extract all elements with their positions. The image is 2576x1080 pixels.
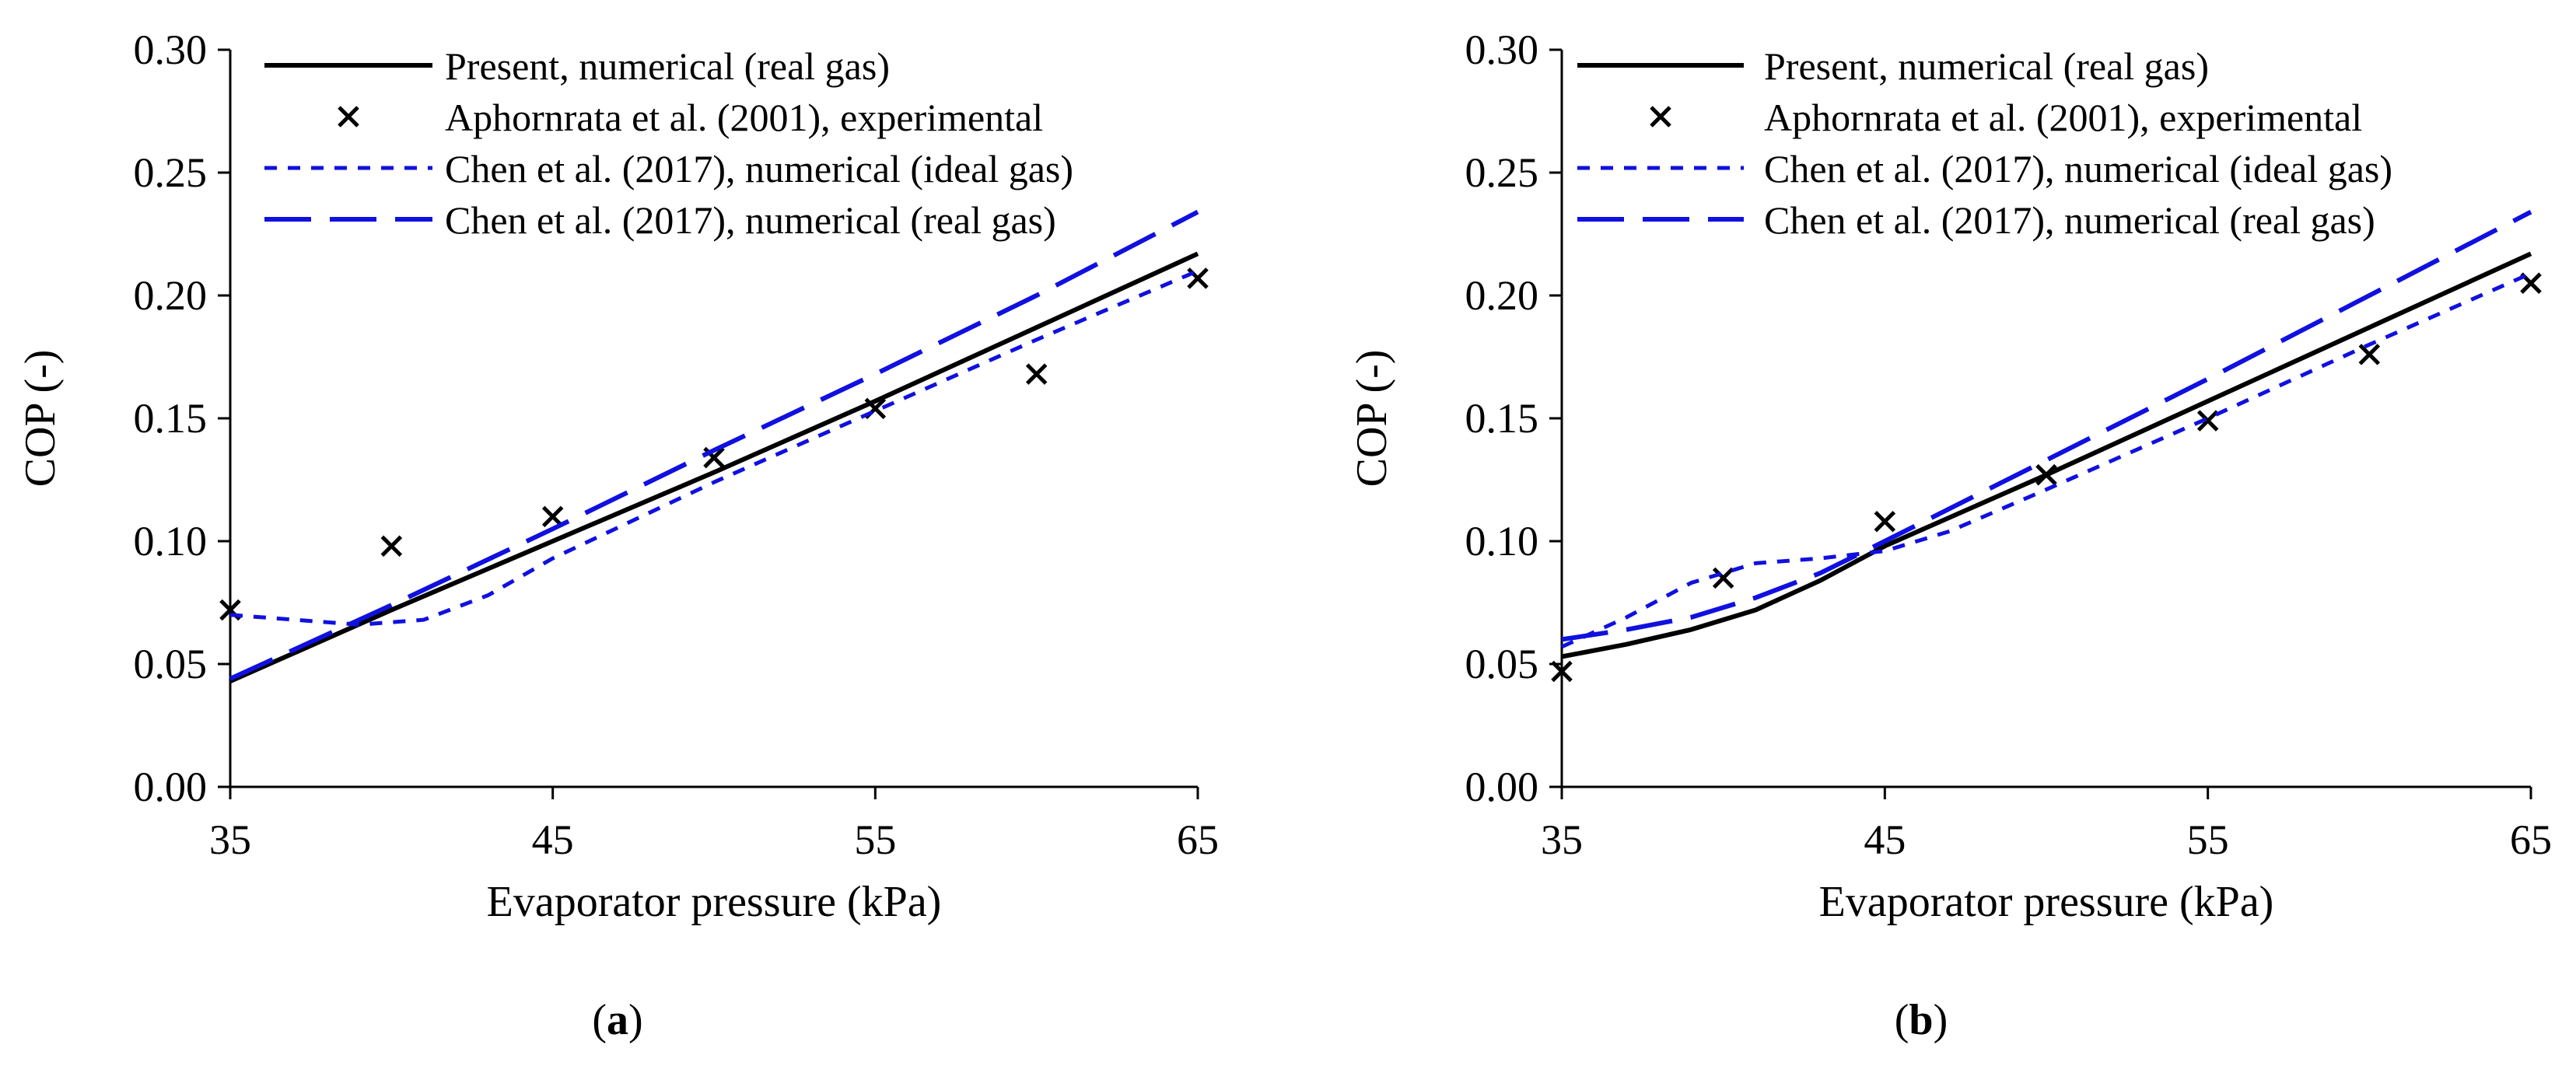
legend-label: Aphornrata et al. (2001), experimental [445, 96, 1043, 139]
data-point-marker [541, 505, 564, 528]
x-axis-label: Evaporator pressure (kPa) [487, 878, 942, 926]
chart-b: 0.00 0.05 0.10 0.15 0.20 0.25 0.30 35 45 55 65 Evap… [1348, 26, 2552, 926]
data-point-marker [2035, 463, 2057, 486]
x-tick-label: 35 [1541, 816, 1583, 863]
data-point-marker [2196, 410, 2219, 432]
data-point-marker [1712, 567, 1734, 589]
y-tick-label: 0.15 [1465, 395, 1539, 442]
x-tick-label: 45 [532, 816, 574, 863]
panel-label-b: b [1909, 996, 1934, 1044]
legend-label: Chen et al. (2017), numerical (real gas) [445, 198, 1056, 242]
y-tick-label: 0.05 [1465, 641, 1539, 687]
y-tick-label: 0.25 [1465, 149, 1539, 196]
panel-caption-a: (a) [592, 996, 643, 1044]
y-tick-label: 0.15 [134, 395, 208, 442]
legend-label: Present, numerical (real gas) [445, 44, 890, 88]
y-tick-label: 0.05 [134, 641, 208, 687]
chart-panel-a: 0.00 0.05 0.10 0.15 0.20 0.25 0.30 35 45 55 65 Evap… [16, 26, 1219, 1044]
y-tick-label: 0.10 [134, 518, 208, 564]
data-point-marker [1551, 660, 1573, 683]
y-tick-label: 0.10 [1465, 518, 1539, 564]
series-line-long-dash [1561, 209, 2532, 642]
x-tick-label: 55 [2187, 816, 2229, 863]
x-tick-label: 35 [209, 816, 251, 863]
data-point-marker [2358, 344, 2381, 365]
legend-label: Chen et al. (2017), numerical (ideal gas… [1764, 147, 2392, 190]
y-tick-label: 0.30 [1465, 26, 1539, 73]
legend-label: Aphornrata et al. (2001), experimental [1764, 96, 2362, 139]
chart-panel-b: 0.00 0.05 0.10 0.15 0.20 0.25 0.30 35 45 55 65 Evap… [1288, 0, 2576, 1080]
x-tick-label: 65 [1177, 816, 1219, 863]
data-point-marker [380, 535, 403, 557]
series-line-short-dash [229, 269, 1199, 627]
y-tick-label: 0.20 [134, 272, 208, 319]
legend-marker [338, 106, 359, 128]
x-axis-label: Evaporator pressure (kPa) [1819, 878, 2274, 926]
y-tick-label: 0.30 [134, 26, 208, 73]
series-line-short-dash [1560, 271, 2532, 649]
y-axis-label: COP (-) [16, 350, 65, 488]
y-tick-label: 0.00 [1465, 764, 1539, 810]
x-tick-label: 65 [2510, 816, 2552, 863]
series-line-long-dash [229, 209, 1199, 681]
legend-label: Present, numerical (real gas) [1764, 44, 2209, 88]
panel-caption-b: (b) [1894, 996, 1948, 1044]
data-point-marker [1025, 363, 1048, 385]
y-axis-label: COP (-) [1348, 350, 1396, 488]
series-line-solid [229, 251, 1199, 683]
x-tick-label: 45 [1864, 816, 1906, 863]
legend-marker [1650, 106, 1671, 128]
panel-label-a: a [607, 996, 628, 1044]
legend-label: Chen et al. (2017), numerical (ideal gas… [445, 147, 1073, 190]
chart-a: 0.00 0.05 0.10 0.15 0.20 0.25 0.30 35 45 55 65 Evap… [16, 26, 1219, 926]
y-tick-label: 0.20 [1465, 272, 1539, 319]
y-tick-label: 0.25 [134, 149, 208, 196]
x-tick-label: 55 [854, 816, 896, 863]
y-tick-label: 0.00 [134, 764, 208, 810]
data-point-marker [1874, 510, 1896, 533]
series-line-solid [1561, 251, 2532, 659]
legend-label: Chen et al. (2017), numerical (real gas) [1764, 198, 2375, 242]
